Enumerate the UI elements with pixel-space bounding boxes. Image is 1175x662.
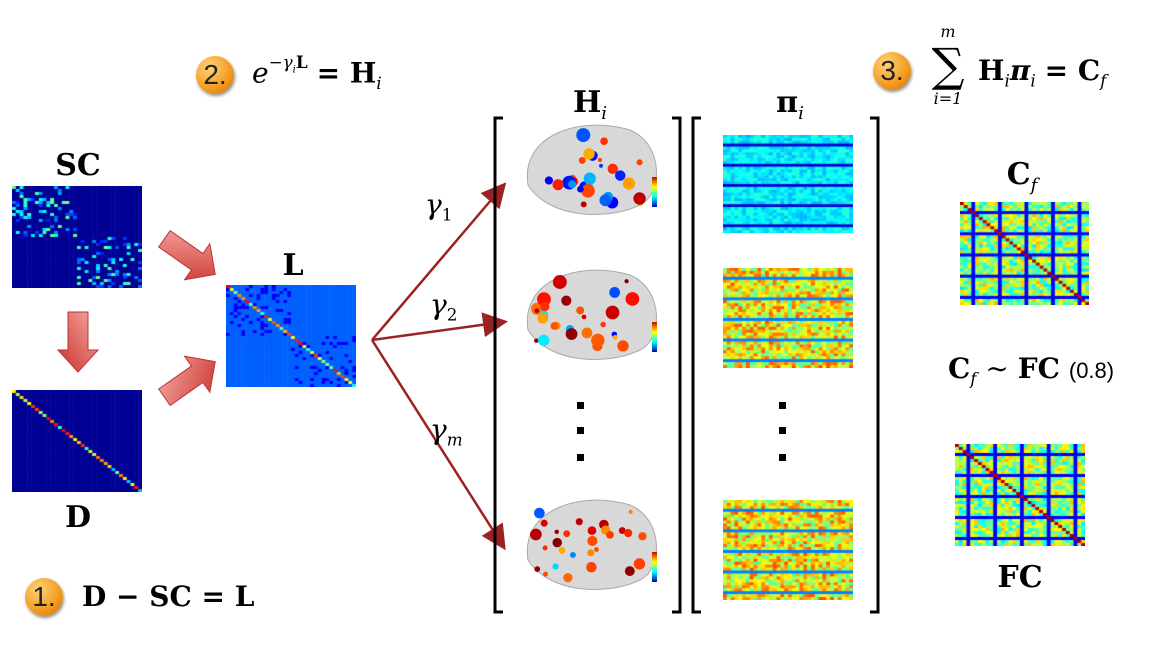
- gamma1-arrow: [371, 182, 507, 341]
- brain-network-1: [526, 124, 657, 215]
- rhs-cf: = C: [1044, 54, 1101, 87]
- exp-base: e: [252, 56, 269, 90]
- arrow-d-to-l: [157, 355, 216, 407]
- term-pi: π: [1009, 54, 1031, 87]
- d-label: D: [64, 500, 92, 535]
- ellipsis-h: [577, 402, 584, 461]
- arrow-sc-to-l: [157, 229, 216, 281]
- sc-matrix: [12, 186, 142, 288]
- brain-network-2: [526, 269, 657, 360]
- step-2-formula: e−γiL = Hi: [252, 52, 382, 93]
- gamma1-label: γ1: [425, 188, 452, 225]
- h-symbol: H: [572, 85, 602, 120]
- gamma-subscript: 2: [446, 304, 458, 325]
- sum-upper: m: [940, 22, 956, 41]
- sim-cf-subscript: f: [970, 368, 977, 389]
- ellipsis-pi: [779, 402, 786, 461]
- step-3-formula: Hiπi = Cf: [978, 54, 1106, 91]
- step-1-badge: 1.: [25, 578, 63, 616]
- bracket-left-h: [493, 116, 503, 614]
- h-label: Hi: [573, 85, 607, 124]
- d-matrix: [12, 390, 142, 492]
- gamma-symbol: γ: [430, 288, 447, 321]
- cf-symbol: C: [1006, 157, 1031, 192]
- gamma2-arrow: [371, 312, 508, 342]
- gamma-subscript: m: [446, 429, 463, 450]
- sum-lower: i=1: [933, 89, 963, 108]
- bracket-right-pi: [870, 116, 880, 614]
- arrow-sc-to-d: [56, 311, 100, 373]
- pi-subscript: i: [798, 103, 804, 124]
- exp-gamma-subscript: i: [292, 64, 296, 76]
- pi-matrix-2: [723, 268, 853, 368]
- similarity-formula: Cf ∼ FC (0.8): [948, 352, 1114, 389]
- step-2-badge: 2.: [196, 56, 234, 94]
- pi-matrix-1: [723, 135, 853, 233]
- cf-matrix: [960, 202, 1089, 305]
- rhs-h: = H: [316, 56, 377, 90]
- term-h: H: [978, 54, 1005, 87]
- gamma-symbol: γ: [430, 413, 447, 446]
- step-3-badge: 3.: [873, 52, 911, 90]
- gamma-symbol: γ: [425, 188, 442, 221]
- pi-symbol: π: [776, 85, 799, 120]
- sim-cf: C: [948, 352, 971, 385]
- sc-label: SC: [55, 148, 101, 183]
- sum-sign: ∑: [931, 38, 965, 92]
- fc-label: FC: [997, 560, 1043, 595]
- h-subscript: i: [601, 103, 608, 124]
- gammam-label: γm: [430, 413, 463, 450]
- rhs-subscript: f: [1100, 70, 1107, 91]
- rhs-subscript: i: [376, 72, 382, 93]
- bracket-left-pi: [691, 116, 701, 614]
- l-label: L: [282, 248, 304, 283]
- term-h-subscript: i: [1004, 70, 1010, 91]
- l-matrix: [226, 285, 356, 387]
- cf-subscript: f: [1030, 175, 1038, 196]
- gammam-arrow: [370, 339, 506, 551]
- exp-gamma: −γ: [268, 52, 293, 72]
- term-pi-subscript: i: [1030, 70, 1036, 91]
- step-1-formula: D − SC = L: [82, 580, 255, 613]
- gamma2-label: γ2: [430, 288, 457, 325]
- cf-label: Cf: [1007, 157, 1038, 196]
- pi-label: πi: [776, 85, 804, 124]
- sim-operator: ∼: [985, 352, 1009, 385]
- gamma-subscript: 1: [441, 204, 453, 225]
- correlation-value: (0.8): [1068, 358, 1115, 383]
- fc-matrix: [955, 444, 1085, 546]
- pi-matrix-m: [723, 500, 853, 600]
- sum-operator: m ∑ i=1: [918, 22, 978, 108]
- sim-fc: FC: [1017, 352, 1060, 385]
- brain-network-3: [526, 499, 657, 590]
- bracket-right-h: [672, 116, 682, 614]
- exp-l: L: [295, 52, 308, 72]
